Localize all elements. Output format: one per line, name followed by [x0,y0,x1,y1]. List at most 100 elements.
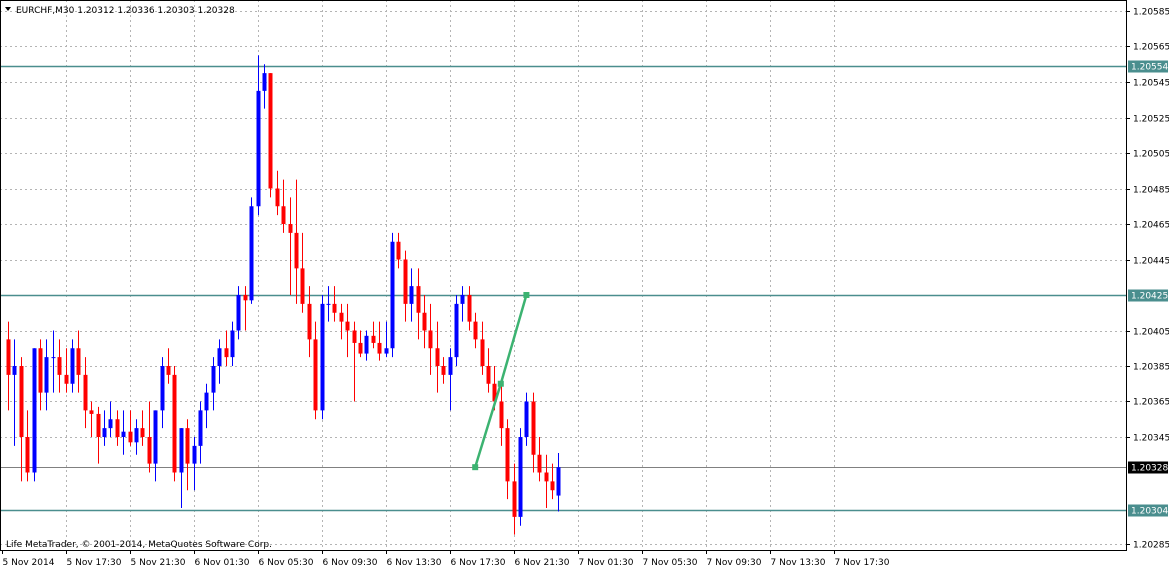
candle [441,357,446,384]
candle-body [505,428,510,482]
candle-body [12,366,17,375]
candle-body [115,419,120,437]
x-tick-label: 7 Nov 05:30 [643,558,698,568]
x-tick-label: 6 Nov 01:30 [195,558,250,568]
candle-body [537,454,542,473]
x-tick-label: 6 Nov 05:30 [259,558,314,568]
candle [480,321,485,375]
candle [70,339,75,393]
projection-line[interactable] [472,292,530,471]
y-tick-label: 1.20345 [1133,434,1169,444]
candle-body [198,410,203,446]
candle-body [160,366,165,411]
candle-body [320,303,325,411]
y-tick-label: 1.20465 [1133,221,1169,231]
level-line-3-label: 1.20304 [1131,507,1168,517]
candle [172,366,177,482]
level-line-3-label-box [1128,504,1168,517]
candle [512,463,517,535]
candle [326,286,331,322]
candle-body [44,357,49,393]
candle-body [6,339,11,375]
candle [275,170,280,216]
horizontal-levels[interactable] [0,65,1126,512]
candle-body [492,383,497,402]
candle [556,452,561,512]
candle [192,437,197,491]
candle-body [147,437,152,464]
candle [147,401,152,473]
candle [89,401,94,437]
candle [281,179,286,233]
candle-body [256,90,261,207]
candle-body [211,366,216,393]
candle [422,295,427,349]
candle-body [403,259,408,304]
candle-body [358,342,363,354]
candle-body [243,295,248,301]
candle [198,401,203,464]
candle [294,179,299,304]
candle [416,268,421,340]
candle-body [134,428,139,443]
candle-body [281,206,286,224]
candle [288,197,293,295]
candle [153,410,158,482]
candle-body [83,374,88,411]
bid-label-box [1128,461,1168,474]
candle [115,410,120,446]
candle-body [38,348,43,393]
y-tick-label: 1.20545 [1133,79,1169,89]
candle-body [416,286,421,313]
candle-body [51,357,56,359]
candle [64,348,69,393]
candle [390,232,395,358]
x-tick-label: 7 Nov 01:30 [579,558,634,568]
projection-point [523,292,530,298]
candle [166,348,171,384]
candle [396,232,401,269]
candle [134,419,139,455]
candle [51,330,56,393]
candle-body [332,303,337,313]
time-axis[interactable]: 5 Nov 2014 5 Nov 17:30 5 Nov 21:30 6 Nov 01… [2,550,890,568]
candle [428,303,433,375]
candle [524,392,529,446]
candle [76,330,81,393]
y-tick-label: 1.20525 [1133,115,1169,125]
candle-body [460,295,465,304]
candle-body [140,428,145,437]
candle-body [422,312,427,331]
copyright-label: Life MetaTrader, © 2001-2014, MetaQuotes… [6,540,272,550]
candle-body [128,431,133,443]
candle [121,410,126,455]
candle [460,286,465,322]
price-axis[interactable]: 1.20585 1.20565 1.20545 1.20525 1.20505 1.204… [1126,8,1169,551]
chevron-down-icon[interactable] [5,7,11,11]
candle [44,339,49,411]
candle-body [172,374,177,473]
candle-body [192,445,197,464]
candle [467,286,472,331]
candle [38,339,43,411]
candle-body [70,348,75,384]
candle-body [25,437,30,473]
candle [12,339,17,446]
candle [332,286,337,322]
candle [96,406,101,464]
candle [6,321,11,411]
candle-body [518,437,523,517]
candle [473,312,478,349]
candle [307,286,312,358]
x-tick-label: 6 Nov 13:30 [387,558,442,568]
x-tick-label: 7 Nov 13:30 [771,558,826,568]
candle [160,357,165,429]
candle-body [377,342,382,354]
y-tick-label: 1.20585 [1133,8,1169,18]
candle [499,383,504,446]
candle-body [19,366,24,437]
candle-body [121,431,126,437]
candle-body [313,339,318,411]
candle-body [179,428,184,473]
